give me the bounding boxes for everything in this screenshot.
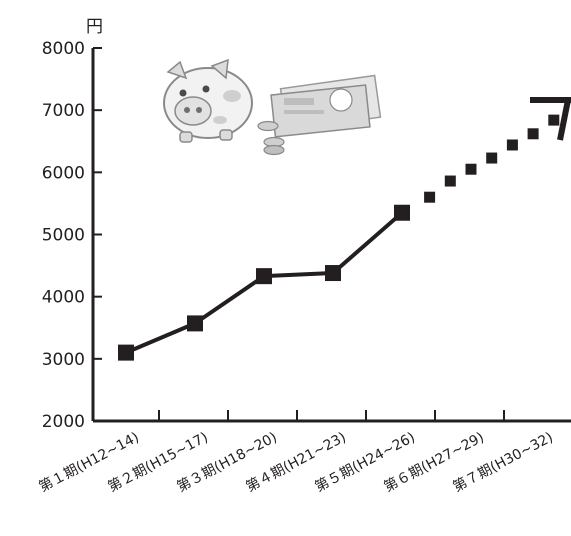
banknotes-illustration [270,74,382,138]
x-axis-ticks: 第１期(H12~14)第２期(H15~17)第３期(H18~20)第４期(H21… [36,410,556,496]
data-point-marker [394,204,410,221]
data-point-marker [118,344,134,361]
projection-marker [527,128,539,140]
projection-marker [424,191,436,203]
coins-illustration [257,120,285,156]
y-tick-label: 7000 [42,101,85,121]
y-tick-label: 4000 [42,288,85,308]
y-tick-label: 3000 [42,350,85,370]
projection-marker [506,139,518,151]
projection-marker [486,152,498,164]
projection-marker [465,163,477,175]
data-point-marker [256,268,272,285]
y-axis-unit: 円 [86,17,103,37]
y-tick-label: 2000 [42,412,85,432]
projection-marker [444,175,456,187]
y-tick-label: 6000 [42,163,85,183]
money-illustration [163,58,382,156]
data-point-marker [187,315,203,332]
y-tick-label: 5000 [42,226,85,246]
arrow-head-decoration [530,97,571,141]
y-tick-label: 8000 [42,39,85,59]
data-point-marker [325,265,341,282]
series [118,114,560,361]
y-axis-ticks: 2000 3000 4000 5000 6000 7000 8000 [42,39,102,432]
piggy-bank-illustration [163,58,253,143]
projection-marker [548,114,560,126]
